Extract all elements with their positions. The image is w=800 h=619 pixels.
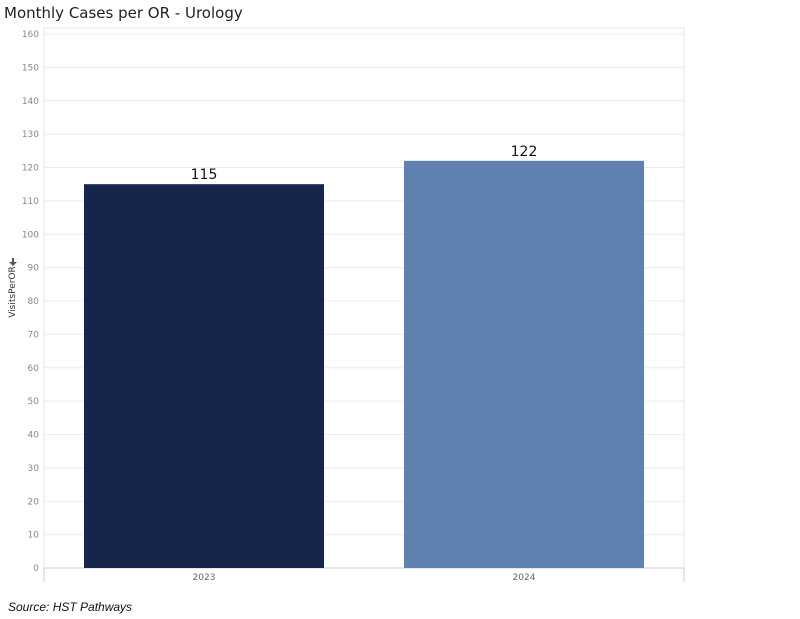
y-tick-label: 150 (22, 63, 39, 73)
y-tick-label: 10 (28, 531, 40, 541)
y-tick-label: 90 (28, 264, 40, 274)
y-tick-label: 70 (28, 330, 40, 340)
y-axis-label: VisitsPerOR (8, 266, 18, 318)
chart-title: Monthly Cases per OR - Urology (4, 4, 243, 22)
bar-2023 (84, 184, 324, 568)
y-tick-label: 60 (28, 364, 40, 374)
pin-icon (9, 258, 17, 266)
x-tick-label: 2023 (193, 573, 216, 583)
y-tick-label: 50 (28, 397, 40, 407)
y-tick-label: 100 (22, 230, 39, 240)
source-note: Source: HST Pathways (8, 600, 133, 614)
y-tick-label: 0 (33, 564, 39, 574)
y-tick-label: 40 (28, 431, 40, 441)
y-tick-label: 30 (28, 464, 40, 474)
y-tick-label: 120 (22, 164, 39, 174)
y-tick-label: 110 (22, 197, 39, 207)
data-label: 122 (511, 144, 538, 160)
y-tick-label: 130 (22, 130, 39, 140)
y-tick-label: 160 (22, 30, 39, 40)
y-tick-label: 80 (28, 297, 40, 307)
bar-2024 (404, 160, 644, 568)
x-tick-label: 2024 (513, 573, 536, 583)
data-label: 115 (191, 167, 218, 183)
y-tick-label: 140 (22, 97, 39, 107)
y-tick-label: 20 (28, 497, 40, 507)
